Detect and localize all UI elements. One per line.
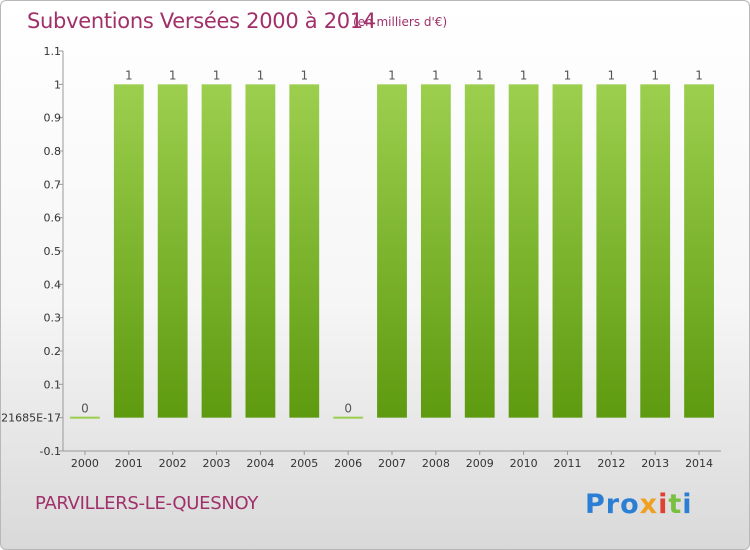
data-label: 1 xyxy=(608,68,616,82)
logo-part: x xyxy=(639,489,659,520)
bar xyxy=(333,416,364,419)
x-tick-label: 2013 xyxy=(641,457,669,470)
y-tick-label: 0.1 xyxy=(44,378,62,391)
y-tick-label: 0.4 xyxy=(44,278,62,291)
bar xyxy=(464,84,495,418)
commune-name: PARVILLERS-LE-QUESNOY xyxy=(35,493,259,514)
data-label: 1 xyxy=(213,68,221,82)
data-label: 1 xyxy=(388,68,396,82)
x-tick-label: 2011 xyxy=(553,457,581,470)
x-tick-label: 2010 xyxy=(510,457,538,470)
bar xyxy=(420,84,451,418)
data-label: 1 xyxy=(476,68,484,82)
x-tick-label: 2001 xyxy=(115,457,143,470)
y-tick-label: 0.3 xyxy=(44,312,62,325)
y-tick-label: 0.9 xyxy=(44,112,62,125)
x-tick-label: 2009 xyxy=(466,457,494,470)
y-tick-label: 0.8 xyxy=(44,145,62,158)
bar xyxy=(552,84,583,418)
x-tick-label: 2000 xyxy=(71,457,99,470)
bar-chart: -0.1 2.0816681711721685E-17 0.1 0.2 0.3 0.4 0.… xyxy=(1,45,721,470)
y-tick-label: 1.1 xyxy=(44,45,62,58)
data-label: 1 xyxy=(520,68,528,82)
bar xyxy=(377,84,407,418)
bar xyxy=(245,84,276,418)
x-tick-label: 2003 xyxy=(203,457,231,470)
data-label: 1 xyxy=(169,68,177,82)
data-label: 1 xyxy=(432,68,440,82)
x-tick-label: 2008 xyxy=(422,457,450,470)
bar xyxy=(684,84,714,418)
unit-label: (en milliers d'€) xyxy=(353,15,448,29)
y-tick-label: -0.1 xyxy=(40,445,61,458)
y-axis-ticks: -0.1 2.0816681711721685E-17 0.1 0.2 0.3 0.4 0.… xyxy=(1,45,63,458)
proxiti-logo: Proxiti xyxy=(585,489,693,520)
y-tick-label: 2.0816681711721685E-17 xyxy=(1,412,61,425)
x-tick-label: 2012 xyxy=(597,457,625,470)
bar xyxy=(113,84,144,418)
logo-part: t xyxy=(668,489,683,520)
x-tick-label: 2006 xyxy=(334,457,362,470)
data-label: 1 xyxy=(651,68,659,82)
data-label: 1 xyxy=(564,68,572,82)
x-tick-label: 2007 xyxy=(378,457,406,470)
logo-part: i xyxy=(682,489,693,520)
y-tick-label: 1 xyxy=(54,78,61,91)
data-label: 1 xyxy=(257,68,265,82)
bar xyxy=(70,416,100,419)
bar xyxy=(201,84,232,418)
data-label: 1 xyxy=(125,68,133,82)
x-tick-label: 2004 xyxy=(246,457,274,470)
data-label: 0 xyxy=(344,402,352,416)
bar xyxy=(508,84,539,418)
y-tick-label: 0.5 xyxy=(44,245,62,258)
x-tick-label: 2002 xyxy=(159,457,187,470)
logo-part: i xyxy=(658,489,669,520)
y-tick-label: 0.6 xyxy=(44,212,62,225)
bar xyxy=(289,84,320,418)
bars xyxy=(70,84,714,419)
chart-title: Subventions Versées 2000 à 2014 xyxy=(27,9,376,33)
data-label: 1 xyxy=(695,68,703,82)
data-label: 0 xyxy=(81,402,89,416)
x-axis-ticks: 2000 2001 2002 2003 2004 2005 2006 2007 2008 2009… xyxy=(71,451,713,470)
data-labels: 0 1 1 1 1 1 0 1 1 1 1 1 1 1 1 xyxy=(81,68,703,415)
bar xyxy=(640,84,671,418)
y-tick-label: 0.7 xyxy=(44,178,62,191)
y-tick-label: 0.2 xyxy=(44,345,62,358)
bar xyxy=(596,84,627,418)
logo-part: Pro xyxy=(585,489,640,520)
data-label: 1 xyxy=(300,68,308,82)
bar xyxy=(157,84,188,418)
x-tick-label: 2005 xyxy=(290,457,318,470)
x-tick-label: 2014 xyxy=(685,457,713,470)
